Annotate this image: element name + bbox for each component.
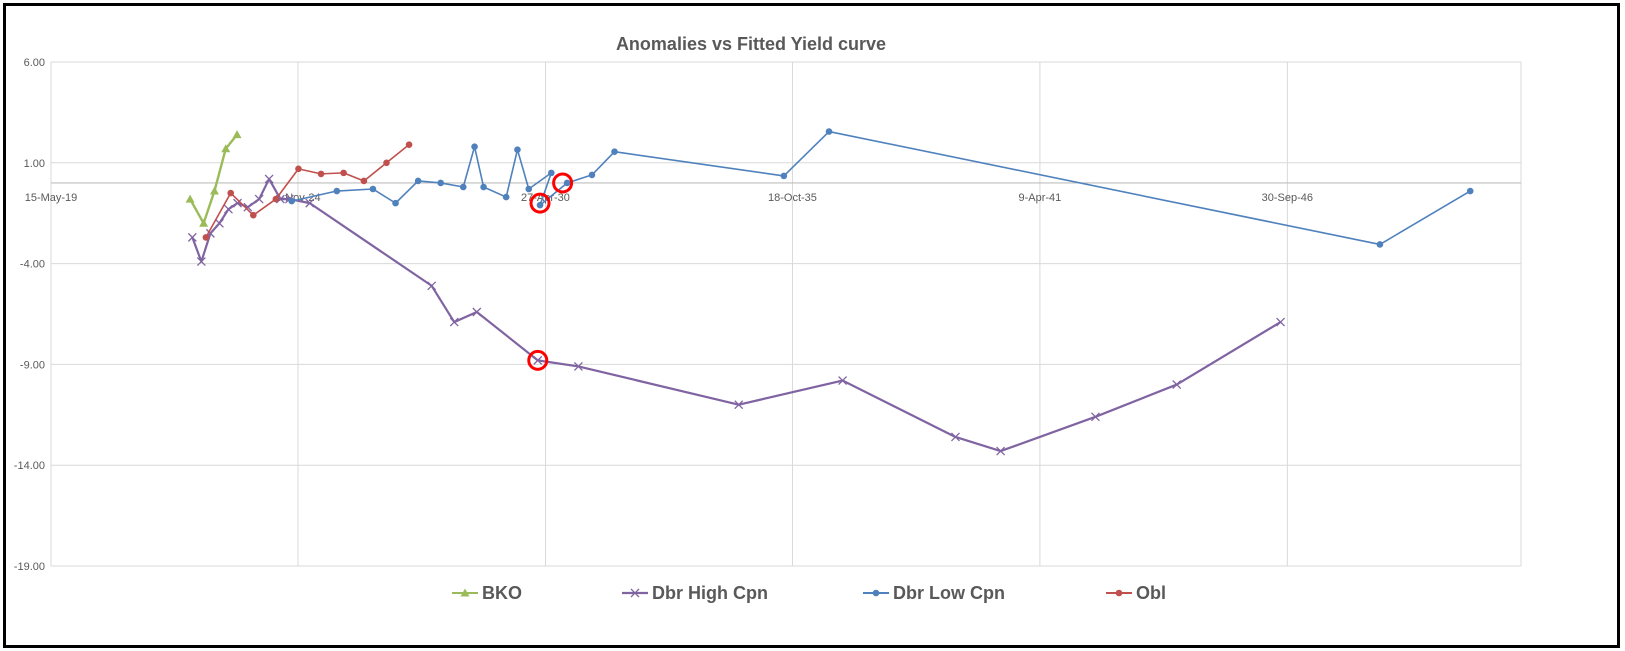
- data-point-dbr-high-cpn: [1172, 380, 1182, 390]
- data-point-dbr-high-cpn: [196, 257, 206, 267]
- series-bko: [185, 130, 242, 227]
- data-point-obl: [340, 169, 347, 177]
- y-tick-label: -19.00: [14, 561, 45, 573]
- data-point-dbr-high-cpn: [449, 317, 459, 327]
- legend-label: BKO: [482, 583, 522, 603]
- series-layer: [185, 128, 1474, 456]
- x-tick-label: 27-Apr-30: [521, 192, 570, 204]
- data-point-bko: [199, 218, 209, 227]
- legend-item-dbr-high-cpn: Dbr High Cpn: [622, 583, 768, 603]
- data-point-dbr-high-cpn: [573, 361, 583, 371]
- legend-item-obl: Obl: [1106, 583, 1166, 603]
- series-line-dbr-high-cpn: [191, 177, 1282, 453]
- legend-marker: [1115, 589, 1123, 597]
- data-point-dbr-high-cpn: [1276, 317, 1286, 327]
- annotation-red-circle: [529, 192, 551, 214]
- series-line-dbr-low-cpn: [291, 130, 1471, 246]
- chart-svg: Anomalies vs Fitted Yield curve 6.00 1.00…: [14, 34, 1522, 603]
- data-point-dbr-high-cpn: [951, 432, 960, 442]
- data-point-dbr-low-cpn: [369, 185, 377, 193]
- data-point-dbr-high-cpn: [224, 204, 233, 214]
- data-point-dbr-high-cpn: [996, 446, 1006, 456]
- data-point-dbr-high-cpn: [533, 355, 543, 365]
- data-point-bko: [221, 144, 231, 153]
- data-point-dbr-low-cpn: [414, 177, 422, 185]
- series-dbr-high-cpn: [187, 174, 1286, 456]
- annotation-red-circle: [552, 172, 574, 194]
- data-point-bko: [232, 130, 242, 139]
- y-tick-label: -9.00: [20, 359, 45, 371]
- legend-marker: [630, 588, 640, 598]
- data-point-dbr-low-cpn: [480, 183, 487, 191]
- data-point-bko: [185, 194, 195, 203]
- data-point-dbr-high-cpn: [472, 307, 482, 317]
- annotation-red-circle: [527, 349, 549, 371]
- legend-item-bko: BKO: [452, 583, 522, 603]
- legend-marker: [460, 588, 470, 597]
- series-dbr-low-cpn: [288, 128, 1474, 248]
- series-line-obl: [205, 144, 410, 238]
- data-point-dbr-low-cpn: [502, 193, 510, 201]
- data-point-obl: [272, 195, 280, 203]
- data-point-dbr-low-cpn: [588, 171, 596, 179]
- x-tick-label: 9-Apr-41: [1019, 192, 1062, 204]
- x-tick-label: 30-Sep-46: [1262, 192, 1313, 204]
- data-point-dbr-high-cpn: [254, 194, 264, 204]
- data-point-dbr-low-cpn: [1466, 187, 1474, 195]
- data-point-dbr-low-cpn: [1376, 241, 1384, 248]
- data-point-dbr-low-cpn: [825, 128, 833, 135]
- data-point-dbr-high-cpn: [427, 281, 437, 291]
- data-point-bko: [209, 186, 219, 195]
- chart-frame: Anomalies vs Fitted Yield curve 6.00 1.00…: [3, 3, 1620, 648]
- data-point-dbr-high-cpn: [838, 376, 848, 385]
- data-point-dbr-low-cpn: [525, 185, 533, 193]
- legend-label: Obl: [1136, 583, 1166, 603]
- y-tick-label: 1.00: [24, 158, 45, 170]
- data-point-dbr-low-cpn: [333, 187, 341, 195]
- data-point-dbr-high-cpn: [734, 400, 744, 410]
- data-point-dbr-low-cpn: [392, 199, 399, 207]
- legend: BKO Dbr High Cpn Dbr Low Cpn Obl: [452, 583, 1166, 603]
- chart-title: Anomalies vs Fitted Yield curve: [616, 34, 886, 54]
- y-tick-label: 6.00: [24, 57, 45, 69]
- y-tick-label: -4.00: [20, 259, 45, 271]
- data-point-obl: [317, 170, 325, 178]
- data-point-obl: [249, 211, 257, 219]
- annotation-layer: [527, 172, 574, 371]
- data-point-obl: [202, 234, 210, 241]
- grid-layer: [50, 61, 1522, 567]
- data-point-dbr-low-cpn: [471, 143, 478, 150]
- data-point-dbr-low-cpn: [437, 179, 444, 187]
- data-point-dbr-high-cpn: [305, 198, 315, 208]
- data-point-dbr-high-cpn: [1090, 412, 1100, 422]
- data-point-dbr-high-cpn: [243, 202, 253, 212]
- data-point-dbr-low-cpn: [563, 179, 571, 187]
- data-point-dbr-high-cpn: [187, 232, 197, 242]
- data-point-obl: [295, 165, 302, 173]
- data-point-dbr-low-cpn: [548, 169, 555, 177]
- data-point-dbr-low-cpn: [514, 146, 521, 153]
- data-point-dbr-low-cpn: [611, 148, 618, 156]
- legend-item-dbr-low-cpn: Dbr Low Cpn: [863, 583, 1005, 603]
- data-point-dbr-high-cpn: [264, 174, 274, 184]
- x-tick-label: 15-May-19: [25, 192, 78, 204]
- data-point-obl: [360, 177, 368, 185]
- series-obl: [202, 141, 413, 241]
- legend-marker: [872, 589, 880, 597]
- data-point-obl: [227, 189, 235, 197]
- data-point-dbr-low-cpn: [288, 197, 295, 205]
- legend-label: Dbr High Cpn: [652, 583, 768, 603]
- y-tick-label: -14.00: [14, 460, 45, 472]
- legend-label: Dbr Low Cpn: [893, 583, 1005, 603]
- data-point-dbr-low-cpn: [780, 172, 788, 180]
- data-point-dbr-high-cpn: [233, 198, 242, 208]
- data-point-dbr-high-cpn: [214, 218, 224, 228]
- data-point-dbr-low-cpn: [459, 183, 467, 191]
- data-point-obl: [405, 141, 413, 148]
- data-point-dbr-low-cpn: [536, 201, 544, 209]
- data-point-obl: [383, 159, 390, 167]
- x-tick-label: 18-Oct-35: [768, 192, 817, 204]
